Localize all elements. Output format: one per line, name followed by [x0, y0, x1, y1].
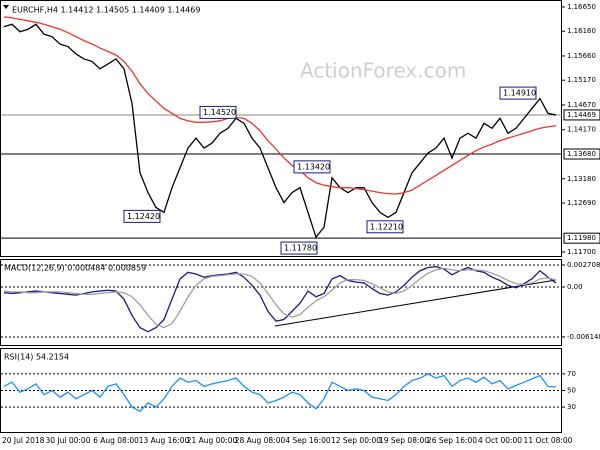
annotation-label: 1.11780 — [284, 244, 317, 253]
y-tick-label: 30 — [567, 403, 576, 411]
y-tick-label: 0.002708 — [567, 261, 600, 269]
level-label: 1.13680 — [567, 150, 596, 158]
y-tick-label: 1.14170 — [567, 126, 596, 134]
annotation-label: 1.14910 — [503, 89, 536, 98]
y-tick-label: 50 — [567, 387, 576, 395]
x-tick-label: 21 Aug 00:00 — [187, 436, 238, 445]
y-tick-label: 1.14670 — [567, 101, 596, 109]
x-tick-label: 28 Aug 08:00 — [235, 436, 286, 445]
x-tick-label: 4 Sep 16:00 — [285, 436, 331, 445]
series-line — [3, 23, 557, 239]
annotation-label: 1.12420 — [127, 212, 160, 221]
x-tick-label: 6 Aug 08:00 — [93, 436, 139, 445]
y-tick-label: 1.15660 — [567, 52, 596, 60]
level-box — [563, 232, 600, 244]
x-tick-label: 4 Oct 00:00 — [478, 436, 522, 445]
y-tick-label: 1.12690 — [567, 199, 596, 207]
trend-line — [274, 279, 557, 327]
annotation-box — [293, 160, 331, 174]
y-tick-label: -0.006148 — [567, 333, 600, 341]
x-tick-label: 19 Sep 08:00 — [379, 436, 429, 445]
y-tick-label: 1.11700 — [567, 248, 596, 256]
series-line — [3, 16, 557, 195]
level-box — [563, 148, 600, 160]
x-tick-label: 30 Jul 00:00 — [46, 436, 91, 445]
current-price-label: 1.14469 — [567, 111, 596, 119]
current-price-box — [563, 109, 600, 121]
annotation-box — [499, 86, 537, 100]
watermark: ActionForex.com — [300, 59, 466, 83]
series-line — [3, 266, 557, 333]
annotation-box — [366, 220, 404, 234]
panel-header: EURCHF,H4 1.14412 1.14505 1.14409 1.1446… — [12, 6, 200, 15]
price-panel — [0, 0, 562, 257]
y-tick-label: 1.16160 — [567, 27, 596, 35]
y-tick-label: 0.00 — [567, 283, 583, 291]
annotation-label: 1.13420 — [297, 162, 330, 171]
y-tick-label: 1.13180 — [567, 175, 596, 183]
dropdown-icon — [3, 5, 9, 9]
series-line — [3, 373, 557, 413]
macd-panel — [0, 259, 562, 346]
series-line — [3, 267, 557, 329]
x-tick-label: 12 Sep 00:00 — [331, 436, 381, 445]
y-tick-label: 70 — [567, 370, 576, 378]
panel-header: MACD(12,26,9) 0.000484 0.000859 — [4, 264, 146, 273]
annotation-box — [123, 209, 161, 223]
panel-header: RSI(14) 54.2154 — [4, 353, 69, 362]
annotation-box — [199, 105, 237, 119]
y-tick-label: 1.16650 — [567, 3, 596, 11]
level-label: 1.11980 — [567, 234, 596, 242]
x-tick-label: 11 Oct 08:00 — [524, 436, 573, 445]
y-tick-label: 1.15170 — [567, 76, 596, 84]
annotation-label: 1.14520 — [203, 108, 236, 117]
x-tick-label: 20 Jul 2018 — [2, 436, 45, 445]
x-tick-label: 13 Aug 16:00 — [139, 436, 190, 445]
x-tick-label: 26 Sep 16:00 — [427, 436, 477, 445]
annotation-label: 1.12210 — [370, 222, 403, 231]
annotation-box — [280, 241, 318, 255]
